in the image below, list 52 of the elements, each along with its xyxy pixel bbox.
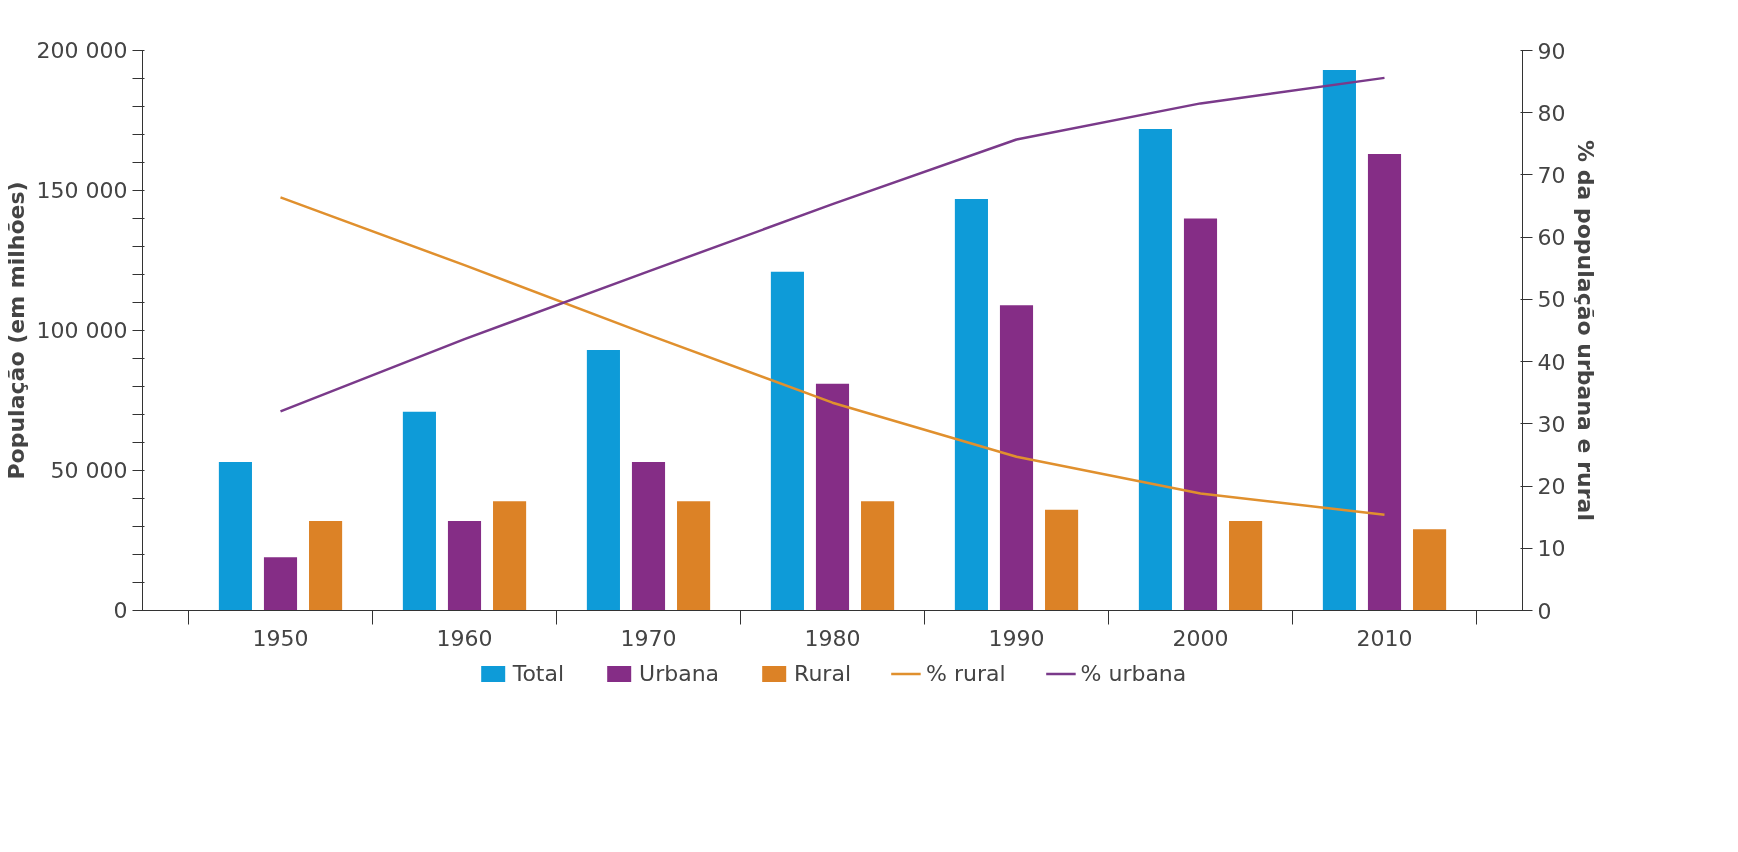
- bar: [631, 462, 666, 611]
- bar: [954, 198, 988, 611]
- x-tick-label: 1960: [436, 625, 493, 651]
- bar: [770, 271, 804, 611]
- x-tick-label: 1980: [804, 625, 861, 651]
- bar: [1183, 218, 1218, 611]
- y-tick-label: 0: [113, 598, 128, 623]
- bar: [861, 501, 895, 611]
- line-series: [279, 196, 1386, 516]
- bar: [493, 501, 527, 611]
- y2-tick-label: 0: [1537, 598, 1552, 624]
- legend-label: % rural: [926, 660, 1006, 686]
- line-series: [279, 76, 1386, 413]
- y-tick-label: 100 000: [36, 318, 128, 343]
- bar: [1045, 509, 1079, 611]
- y2-tick-label: 40: [1537, 349, 1566, 375]
- x-tick-label: 1950: [252, 625, 309, 651]
- legend-label: Total: [512, 660, 565, 686]
- y-tick-label: 150 000: [36, 178, 128, 203]
- y-tick-label: 200 000: [36, 38, 128, 63]
- y2-tick-label: 10: [1537, 536, 1566, 562]
- y-tick-label: 50 000: [50, 458, 128, 483]
- y-axis-title: População (em milhões): [3, 181, 29, 480]
- bar: [218, 462, 252, 611]
- y2-tick-label: 60: [1537, 225, 1566, 251]
- bar: [309, 520, 343, 611]
- bar: [1413, 529, 1447, 611]
- legend-label: % urbana: [1080, 660, 1187, 686]
- bar: [263, 557, 298, 611]
- bar: [447, 520, 482, 611]
- bar: [402, 411, 436, 611]
- y2-tick-label: 50: [1537, 287, 1566, 313]
- x-tick-label: 1970: [620, 625, 677, 651]
- x-tick-label: 2000: [1172, 625, 1229, 651]
- y2-tick-label: 70: [1537, 162, 1566, 188]
- y2-tick-label: 80: [1537, 100, 1566, 126]
- bar: [586, 350, 620, 611]
- x-tick-label: 2010: [1356, 625, 1413, 651]
- bar: [1138, 128, 1172, 611]
- legend-label: Rural: [794, 660, 852, 686]
- y2-tick-label: 30: [1537, 411, 1566, 437]
- legend-label: Urbana: [639, 660, 720, 686]
- y2-tick-label: 20: [1537, 474, 1566, 500]
- y2-axis-title: % da população urbana e rural: [1573, 140, 1599, 521]
- bar: [1367, 154, 1402, 611]
- bar: [1229, 520, 1263, 611]
- y2-tick-label: 90: [1537, 38, 1566, 64]
- bar: [677, 501, 711, 611]
- bar: [1322, 70, 1356, 611]
- x-tick-label: 1990: [988, 625, 1045, 651]
- bar: [999, 305, 1034, 611]
- bar: [815, 383, 850, 611]
